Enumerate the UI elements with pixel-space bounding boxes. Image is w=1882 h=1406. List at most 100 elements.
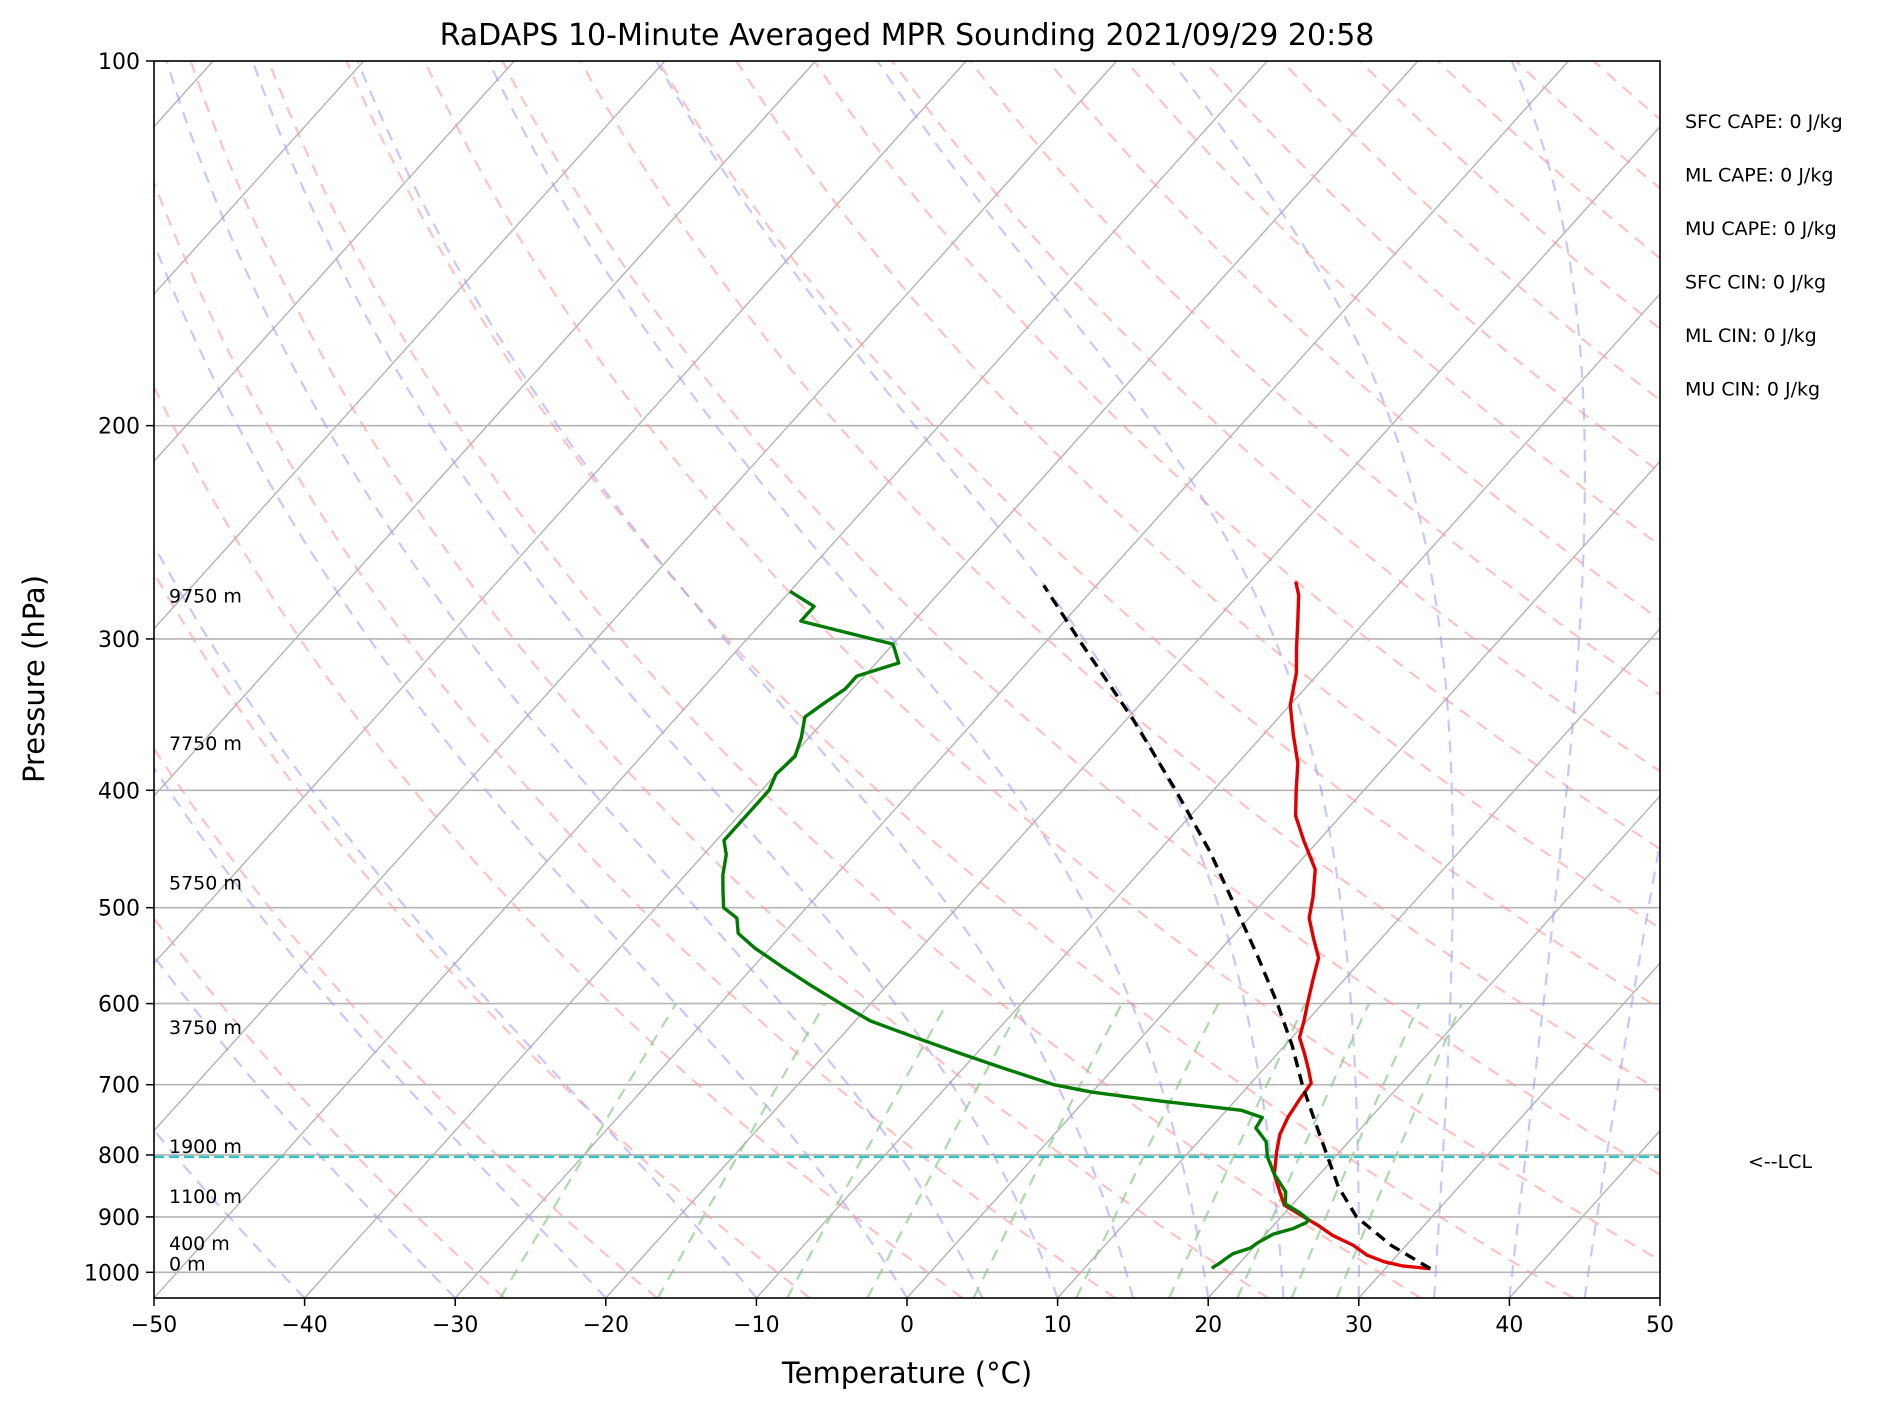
- isotherm: [1508, 1129, 1660, 1298]
- dry-adiabat: [189, 61, 1269, 1298]
- moist-adiabat: [154, 543, 758, 1298]
- x-tick-label: 20: [1194, 1313, 1222, 1338]
- height-label: 1900 m: [169, 1136, 242, 1158]
- moist-adiabat: [1583, 836, 1660, 1298]
- series-line-2: [1042, 584, 1432, 1271]
- dry-adiabat: [1359, 61, 1660, 331]
- height-label: 1100 m: [169, 1186, 242, 1208]
- dry-adiabat: [501, 61, 1660, 1176]
- isotherm: [154, 61, 1118, 1132]
- isotherm: [755, 292, 1660, 1298]
- isotherm: [154, 61, 666, 630]
- series-line-0: [1272, 581, 1431, 1271]
- dry-adiabat: [345, 61, 1574, 1298]
- height-label: 5750 m: [169, 873, 242, 895]
- mixing-ratio-line: [1290, 1003, 1421, 1298]
- moist-adiabat: [356, 61, 1134, 1298]
- background-lines: [154, 61, 1660, 1298]
- moist-adiabat: [876, 61, 1361, 1298]
- x-tick-label: 30: [1345, 1313, 1373, 1338]
- dry-adiabat: [154, 746, 658, 1298]
- moist-adiabats: [154, 61, 1660, 1298]
- mixing-ratio-line: [1168, 1003, 1307, 1298]
- mixing-ratio-line: [1236, 1003, 1370, 1298]
- y-axis-label: Pressure (hPa): [17, 575, 51, 783]
- moist-adiabat: [165, 61, 984, 1298]
- isotherm: [154, 61, 515, 463]
- dry-adiabat: [423, 61, 1660, 1262]
- dry-adiabat: [267, 61, 1422, 1298]
- isotherm: [1358, 962, 1660, 1298]
- isotherm: [906, 460, 1660, 1298]
- isotherm: [1659, 1296, 1660, 1298]
- x-tick-label: 0: [900, 1313, 914, 1338]
- x-tick-label: 10: [1044, 1313, 1072, 1338]
- moist-adiabat: [655, 61, 1285, 1298]
- mixing-ratio-line: [786, 1003, 948, 1298]
- isotherm: [304, 61, 1419, 1298]
- y-tick-label: 700: [98, 1074, 140, 1099]
- x-tick-label: −10: [733, 1313, 779, 1338]
- lcl-label: <--LCL: [1748, 1151, 1812, 1173]
- height-label: 400 m: [169, 1233, 230, 1255]
- moist-adiabat: [251, 61, 1059, 1298]
- isotherm: [1057, 627, 1660, 1298]
- y-tick-label: 200: [98, 415, 140, 440]
- y-tick-label: 1000: [84, 1261, 140, 1286]
- y-axis-ticks: 100 200 300 400 500 600 700 800 900 1000: [84, 50, 154, 1286]
- index-label: SFC CAPE: 0 J/kg: [1685, 111, 1843, 133]
- isotherm: [1207, 794, 1660, 1298]
- y-tick-label: 100: [98, 50, 140, 75]
- stability-indices: SFC CAPE: 0 J/kg ML CAPE: 0 J/kg MU CAPE: …: [1685, 111, 1843, 401]
- mixing-ratio-line: [972, 1003, 1123, 1298]
- y-tick-label: 400: [98, 779, 140, 804]
- index-label: ML CAPE: 0 J/kg: [1685, 165, 1833, 187]
- dry-adiabat: [154, 570, 811, 1298]
- x-tick-label: 40: [1495, 1313, 1523, 1338]
- dry-adiabat: [813, 61, 1660, 851]
- mixing-ratio-line: [656, 1003, 826, 1298]
- dry-adiabat: [891, 61, 1660, 773]
- moist-adiabat: [1508, 61, 1587, 1298]
- dry-adiabat: [735, 61, 1660, 930]
- skewed-isotherms: [154, 61, 1660, 1298]
- dry-adiabat: [1125, 61, 1660, 547]
- moist-adiabat: [154, 240, 908, 1298]
- mixing-ratio-line: [499, 1003, 677, 1298]
- mixing-ratio-lines: [499, 1003, 1463, 1298]
- sounding-series: [721, 581, 1432, 1271]
- isotherm: [154, 61, 967, 965]
- isotherm: [605, 125, 1660, 1298]
- mixing-ratio-line: [866, 1003, 1024, 1298]
- isotherm: [154, 61, 1268, 1298]
- y-tick-label: 900: [98, 1206, 140, 1231]
- x-tick-label: −40: [281, 1313, 327, 1338]
- dry-adiabat: [1281, 61, 1660, 402]
- moist-adiabat: [1170, 61, 1455, 1298]
- isotherm: [454, 61, 1570, 1298]
- series-line-1: [721, 589, 1311, 1270]
- dry-adiabat: [154, 916, 506, 1298]
- dry-adiabats: [154, 61, 1660, 1298]
- height-labels: 9750 m 7750 m 5750 m 3750 m 1900 m 1100 m 400 …: [169, 586, 242, 1276]
- chart-title: RaDAPS 10-Minute Averaged MPR Sounding 2…: [440, 18, 1375, 53]
- moist-adiabat: [487, 61, 1210, 1298]
- y-tick-label: 800: [98, 1144, 140, 1169]
- dry-adiabat: [1515, 61, 1660, 190]
- x-tick-label: −30: [432, 1313, 478, 1338]
- index-label: ML CIN: 0 J/kg: [1685, 325, 1817, 347]
- index-label: SFC CIN: 0 J/kg: [1685, 272, 1826, 294]
- isotherm: [154, 61, 365, 296]
- dry-adiabat: [969, 61, 1660, 697]
- height-label: 9750 m: [169, 586, 242, 608]
- dry-adiabat: [1203, 61, 1660, 474]
- x-axis-ticks: −50 −40 −30 −20 −10 0 10 20 30 40 50: [131, 1298, 1674, 1338]
- x-tick-label: −20: [583, 1313, 629, 1338]
- height-label: 3750 m: [169, 1017, 242, 1039]
- mixing-ratio-line: [1335, 1003, 1463, 1298]
- dry-adiabat: [1047, 61, 1660, 621]
- moist-adiabat: [154, 765, 607, 1298]
- moist-adiabat: [154, 954, 456, 1298]
- x-tick-label: 50: [1646, 1313, 1674, 1338]
